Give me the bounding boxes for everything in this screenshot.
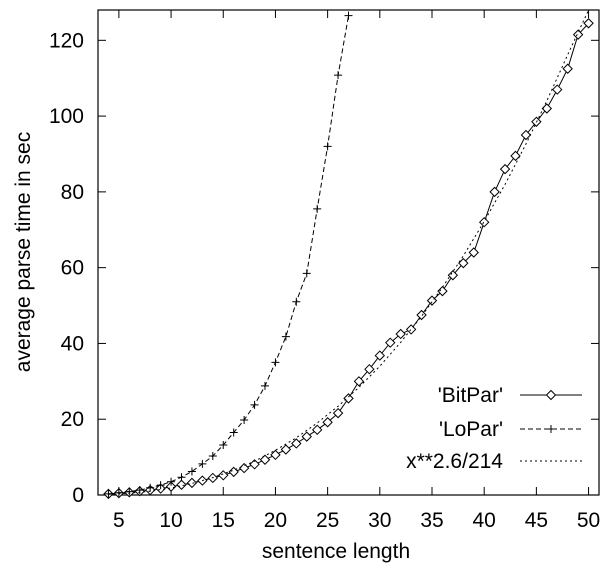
axis-ticks: 5 10 15 20 25 30 35 40 45 50 0 20 40 60 80 100 120 <box>49 10 600 532</box>
data-point-diamond <box>332 407 344 419</box>
data-point-diamond <box>468 247 479 258</box>
data-point-plus <box>334 71 343 80</box>
data-point-diamond <box>395 328 406 340</box>
chart-legend: 'BitPar' 'LoPar' x**2.6/214 <box>406 384 582 473</box>
x-tick-label: 10 <box>159 509 182 532</box>
data-point-plus <box>104 489 113 498</box>
data-point-plus <box>292 297 301 306</box>
legend-label: x**2.6/214 <box>406 450 503 473</box>
data-point-plus <box>219 440 228 449</box>
data-point-diamond <box>437 285 448 297</box>
data-point-plus <box>135 486 144 495</box>
data-point-diamond <box>416 309 427 321</box>
chart-series <box>103 9 594 500</box>
data-point-plus <box>198 459 207 468</box>
data-point-diamond <box>291 438 302 449</box>
data-point-diamond <box>280 444 292 455</box>
legend-label: 'BitPar' <box>438 384 503 407</box>
y-tick-label: 80 <box>61 181 84 204</box>
plot-frame <box>97 9 600 496</box>
x-tick-label: 25 <box>316 509 339 532</box>
x-tick-label: 50 <box>577 509 600 532</box>
data-point-plus <box>156 481 165 490</box>
data-point-diamond <box>545 389 557 401</box>
data-point-diamond <box>270 449 281 461</box>
data-point-plus <box>167 477 176 486</box>
x-tick-label: 20 <box>264 509 287 532</box>
data-point-plus <box>177 473 186 482</box>
data-point-plus <box>547 425 555 433</box>
series-line <box>108 9 590 495</box>
data-point-diamond <box>353 376 365 387</box>
data-point-plus <box>281 332 290 341</box>
data-point-plus <box>313 204 322 213</box>
data-point-diamond <box>249 459 260 470</box>
data-point-diamond <box>572 29 584 40</box>
data-point-diamond <box>238 462 250 474</box>
data-point-plus <box>229 428 238 437</box>
y-tick-label: 20 <box>61 408 84 431</box>
x-tick-label: 15 <box>212 509 235 532</box>
data-point-diamond <box>165 481 177 492</box>
data-point-diamond <box>447 270 459 281</box>
data-point-diamond <box>364 363 375 375</box>
data-point-diamond <box>322 417 333 428</box>
data-point-plus <box>344 11 353 20</box>
x-tick-label: 45 <box>525 509 548 532</box>
data-point-diamond <box>186 477 198 489</box>
x-tick-label: 40 <box>473 509 496 532</box>
y-tick-label: 0 <box>72 484 84 507</box>
data-point-diamond <box>510 150 521 162</box>
data-point-diamond <box>552 84 563 95</box>
data-point-diamond <box>385 337 396 348</box>
x-axis-title: sentence length <box>262 540 410 563</box>
data-point-diamond <box>259 454 271 465</box>
legend-label: 'LoPar' <box>439 418 503 441</box>
data-point-plus <box>323 142 332 151</box>
x-tick-label: 5 <box>113 509 125 532</box>
series-1 <box>104 11 353 498</box>
data-point-diamond <box>311 424 323 436</box>
data-point-plus <box>250 400 259 409</box>
data-point-plus <box>187 467 196 476</box>
data-point-diamond <box>583 18 594 29</box>
data-point-diamond <box>343 393 354 404</box>
x-tick-label: 30 <box>368 509 391 532</box>
data-point-diamond <box>218 470 229 481</box>
data-point-diamond <box>176 479 187 490</box>
data-point-diamond <box>374 350 386 361</box>
y-tick-label: 40 <box>61 332 84 355</box>
y-tick-label: 60 <box>61 257 84 280</box>
series-line <box>108 15 349 495</box>
data-point-diamond <box>478 216 490 228</box>
series-2 <box>108 9 590 495</box>
y-tick-label: 120 <box>49 29 84 52</box>
data-point-diamond <box>489 186 500 198</box>
data-point-plus <box>302 269 311 278</box>
data-point-diamond <box>405 324 417 335</box>
data-point-diamond <box>520 129 532 141</box>
data-point-diamond <box>562 63 573 74</box>
series-line <box>108 22 589 495</box>
data-point-plus <box>146 483 155 492</box>
series-0 <box>103 18 594 500</box>
data-point-plus <box>114 488 123 497</box>
data-point-plus <box>271 358 280 367</box>
data-point-diamond <box>458 257 469 269</box>
x-tick-label: 35 <box>420 509 443 532</box>
data-point-diamond <box>301 431 312 442</box>
data-point-plus <box>125 487 134 496</box>
y-axis-title: average parse time in sec <box>12 132 35 372</box>
data-point-plus <box>240 415 249 424</box>
y-tick-label: 100 <box>49 105 84 128</box>
data-point-plus <box>208 451 217 460</box>
data-point-plus <box>261 381 269 390</box>
data-point-diamond <box>499 163 511 175</box>
